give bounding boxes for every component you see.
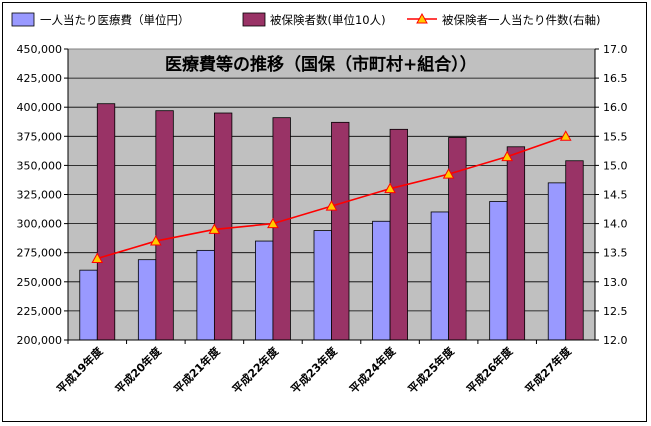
legend-marker-cases <box>416 12 428 24</box>
legend-label-medical-cost: 一人当たり医療費（単位円） <box>40 13 190 27</box>
right-axis-tick-label: 13.5 <box>603 247 628 260</box>
bar-insured-count <box>272 117 291 341</box>
left-axis-tick-label: 350,000 <box>17 159 63 172</box>
line-marker <box>559 130 572 141</box>
right-axis-tick-label: 12.5 <box>603 305 628 318</box>
line-marker <box>149 235 162 246</box>
left-axis-tick-label: 450,000 <box>17 43 63 56</box>
line-marker <box>325 200 338 211</box>
category-label: 平成20年度 <box>112 344 165 397</box>
right-axis-tick-label: 16.0 <box>603 101 628 114</box>
left-axis-tick-label: 225,000 <box>17 305 63 318</box>
category-label: 平成21年度 <box>171 344 224 397</box>
left-axis-tick-label: 375,000 <box>17 130 63 143</box>
bar-insured-count <box>565 160 584 341</box>
bar-insured-count <box>331 121 350 341</box>
chart-title: 医療費等の推移（国保（市町村+組合）） <box>165 54 477 75</box>
right-axis-tick-label: 15.5 <box>603 130 628 143</box>
line-marker <box>267 217 279 229</box>
right-axis-tick-label: 14.0 <box>603 218 628 231</box>
legend-swatch-medical-cost <box>11 12 35 27</box>
right-axis-tick-label: 16.5 <box>603 72 628 85</box>
bar-medical-cost <box>489 201 508 341</box>
legend-label-insured-count: 被保険者数(単位10人) <box>270 13 386 27</box>
bar-medical-cost <box>372 220 391 341</box>
right-axis-tick-label: 15.0 <box>603 159 628 172</box>
bar-insured-count <box>213 112 233 341</box>
line-marker <box>501 150 514 162</box>
bar-medical-cost <box>313 230 332 341</box>
legend-swatch-insured-count <box>242 12 266 27</box>
left-axis-tick-label: 325,000 <box>17 189 63 202</box>
category-label: 平成27年度 <box>522 344 575 397</box>
bar-insured-count <box>389 128 408 341</box>
line-marker <box>91 252 104 264</box>
legend-label-cases: 被保険者一人当たり件数(右軸) <box>442 13 600 27</box>
bar-insured-count <box>506 146 526 341</box>
bar-medical-cost <box>196 249 215 341</box>
left-axis-tick-label: 200,000 <box>17 334 63 347</box>
bar-medical-cost <box>137 259 157 341</box>
category-label: 平成19年度 <box>54 344 107 397</box>
right-axis-tick-label: 12.0 <box>603 334 628 347</box>
left-axis-tick-label: 400,000 <box>17 101 63 114</box>
line-series <box>91 130 572 264</box>
line-marker <box>442 168 455 179</box>
left-axis-tick-label: 300,000 <box>17 218 63 231</box>
bar-medical-cost <box>255 240 274 341</box>
bar-medical-cost <box>547 182 567 341</box>
bar-insured-count <box>448 137 467 341</box>
category-label: 平成26年度 <box>463 344 516 397</box>
bar-insured-count <box>96 103 116 341</box>
category-label: 平成24年度 <box>346 344 399 397</box>
line-marker <box>384 182 396 194</box>
category-label: 平成22年度 <box>229 344 282 397</box>
right-axis-tick-label: 14.5 <box>603 189 628 202</box>
category-label: 平成23年度 <box>288 344 341 397</box>
bar-medical-cost <box>430 211 450 341</box>
left-axis-tick-label: 275,000 <box>17 247 63 260</box>
line-marker <box>208 223 221 234</box>
left-axis-tick-label: 425,000 <box>17 72 63 85</box>
bars <box>79 103 584 341</box>
bar-medical-cost <box>79 269 98 341</box>
left-axis-tick-label: 250,000 <box>17 276 63 289</box>
category-label: 平成25年度 <box>405 344 458 397</box>
legend: 一人当たり医療費（単位円） 被保険者数(単位10人) 被保険者一人当たり件数(右軸) <box>11 12 600 27</box>
right-axis-tick-label: 13.0 <box>603 276 628 289</box>
right-axis-tick-label: 17.0 <box>603 43 628 56</box>
bar-insured-count <box>155 110 174 341</box>
